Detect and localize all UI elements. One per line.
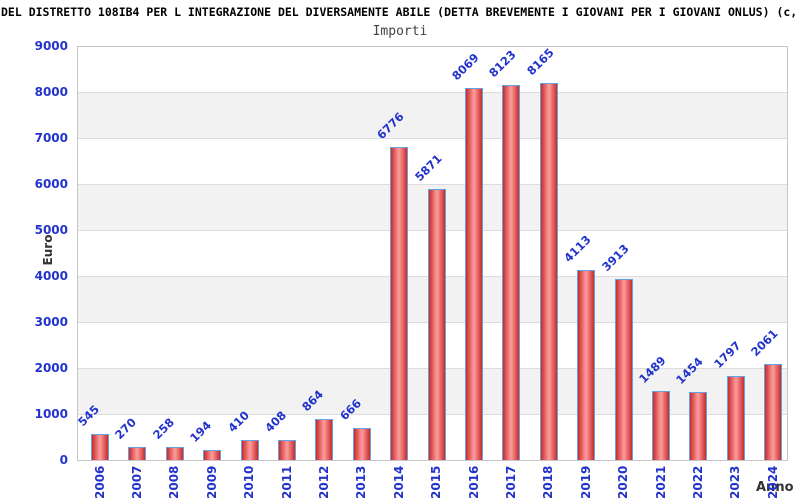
bar [540,83,558,460]
bar [502,85,520,460]
bar-value-label: 1489 [636,353,669,386]
bar [166,447,184,460]
bar-value-label: 258 [150,415,177,442]
x-tick-label: 2024 [766,465,780,499]
bar [465,88,483,460]
bar-value-label: 410 [225,408,252,435]
x-tick-label: 2023 [728,465,742,499]
x-tick-label: 2008 [167,465,181,499]
y-tick-label: 6000 [34,177,68,191]
y-tick-label: 4000 [34,269,68,283]
bar-value-label: 270 [112,415,139,442]
x-tick-label: 2016 [467,465,481,499]
plot-area: 545 270 258 194 410 408 864 666 6776 5871 8069 8123… [75,45,788,461]
bar-value-label: 864 [299,387,326,414]
chart-subtitle: Importi [372,24,428,39]
bar [764,364,782,460]
bar-value-label: 545 [75,402,102,429]
x-tick-label: 2018 [541,465,555,499]
chart-title: DEL DISTRETTO 108IB4 PER L INTEGRAZIONE … [1,5,798,19]
bar-value-label: 3913 [599,241,632,274]
x-tick-label: 2014 [392,465,406,499]
bar [241,440,259,460]
bar-value-label: 2061 [748,326,781,359]
bar [128,447,146,460]
y-tick-label: 2000 [34,361,68,375]
x-tick-label: 2022 [691,465,705,499]
y-tick-label: 7000 [34,131,68,145]
y-tick-label: 1000 [34,407,68,421]
bar-value-label: 8069 [449,50,482,83]
x-tick-label: 2021 [654,465,668,499]
x-tick-label: 2010 [242,465,256,499]
bar-value-label: 194 [187,418,214,445]
y-tick-label: 5000 [34,223,68,237]
y-tick-label: 9000 [34,39,68,53]
bar [652,391,670,460]
bar [615,279,633,460]
bar [390,147,408,460]
y-axis-label: Euro [41,234,55,266]
bar [727,376,745,460]
bar [428,189,446,460]
bar [278,440,296,460]
bar [577,270,595,460]
bar [203,450,221,460]
bar [315,419,333,460]
bar-value-label: 5871 [412,151,445,184]
bar-value-label: 1454 [673,354,706,387]
bar [689,392,707,460]
x-tick-label: 2020 [616,465,630,499]
x-tick-label: 2012 [317,465,331,499]
y-tick-label: 8000 [34,85,68,99]
x-tick-label: 2017 [504,465,518,499]
x-tick-label: 2009 [205,465,219,499]
x-tick-label: 2006 [93,465,107,499]
bar [91,434,109,460]
gridline [78,184,787,185]
bar-value-label: 666 [337,396,364,423]
bar-value-label: 4113 [561,232,594,265]
x-tick-label: 2007 [130,465,144,499]
gridline [78,138,787,139]
gridline [78,92,787,93]
y-tick-label: 3000 [34,315,68,329]
y-tick-label: 0 [59,453,68,467]
bar-value-label: 8165 [524,45,557,78]
bar-value-label: 1797 [711,338,744,371]
x-tick-label: 2015 [429,465,443,499]
x-tick-label: 2019 [579,465,593,499]
bar-value-label: 408 [262,408,289,435]
x-tick-label: 2011 [280,465,294,499]
bar [353,428,371,460]
bar-value-label: 8123 [486,47,519,80]
x-axis-label: Anno [756,480,794,495]
x-tick-label: 2013 [354,465,368,499]
